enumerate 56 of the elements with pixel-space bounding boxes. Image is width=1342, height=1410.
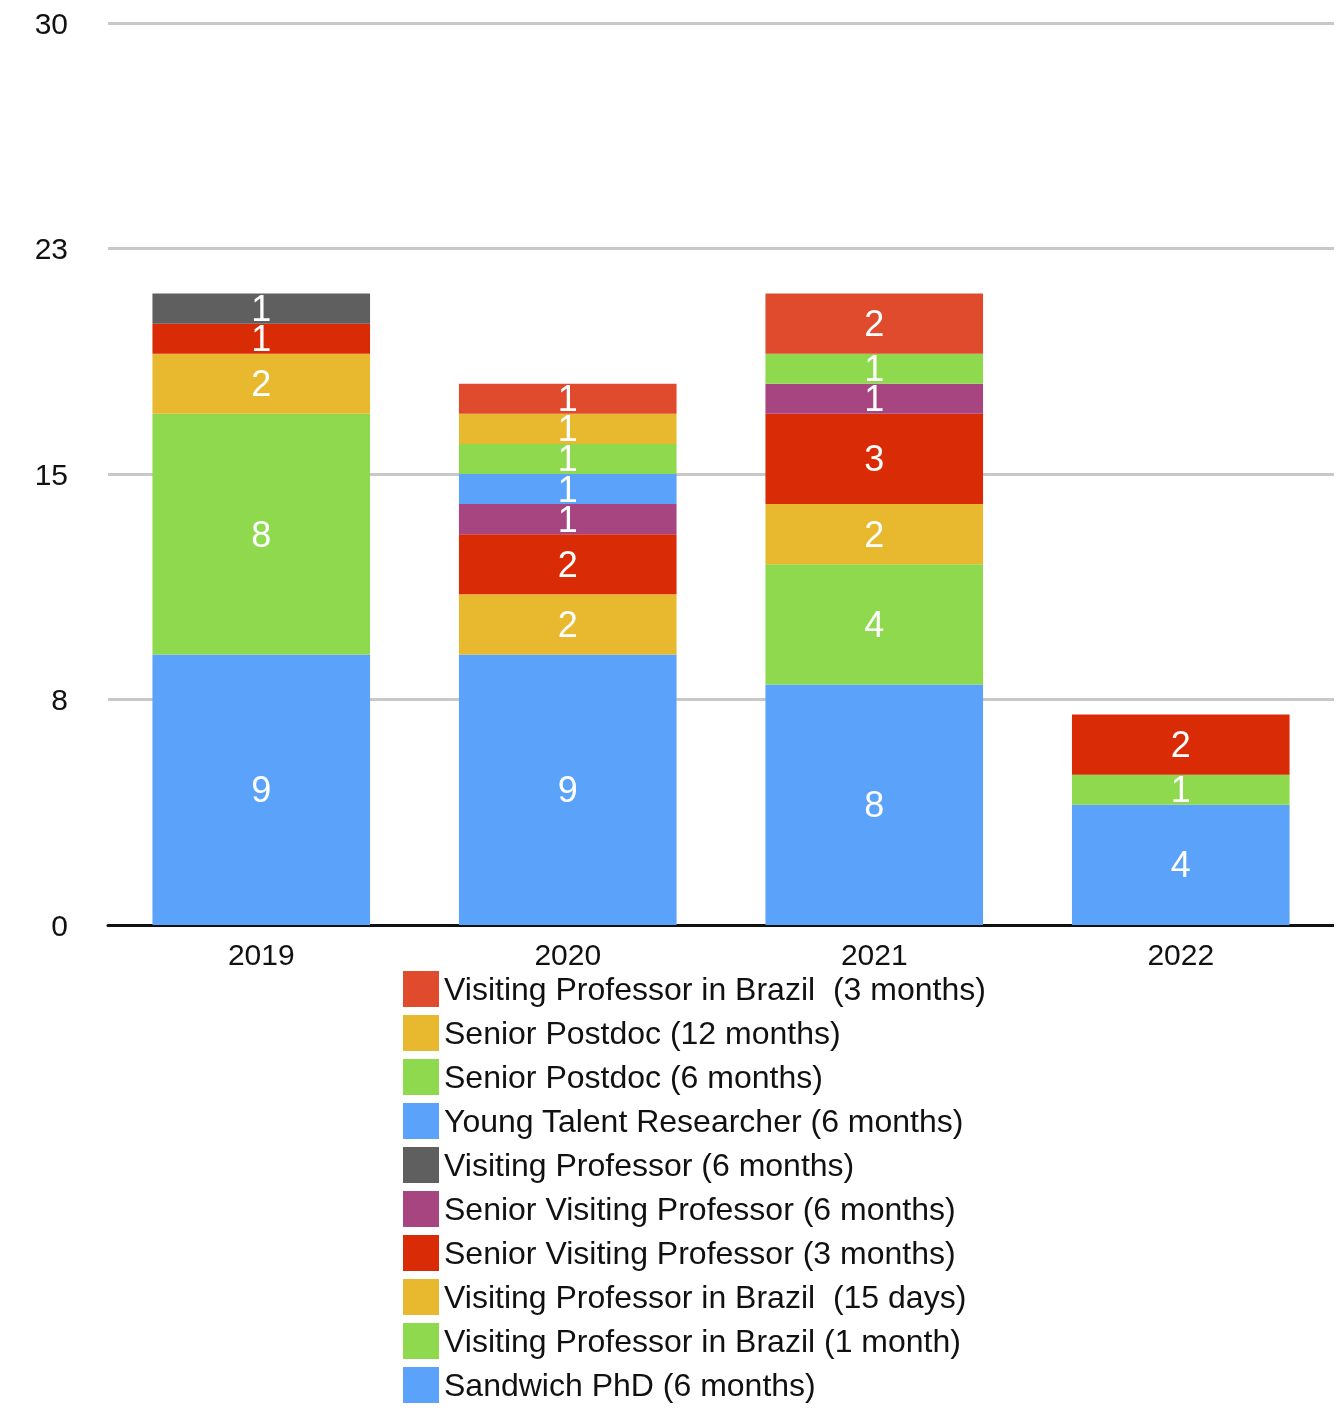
y-tick-label: 0 [51, 908, 68, 942]
data-label: 2 [1170, 724, 1191, 766]
legend-label: Senior Visiting Professor (6 months) [444, 1191, 956, 1227]
data-label: 1 [1170, 769, 1191, 811]
bar [152, 323, 371, 354]
bar [458, 534, 677, 595]
bar [765, 564, 984, 685]
bar [765, 353, 984, 384]
x-tick-label: 2022 [1147, 937, 1215, 971]
legend-label: Visiting Professor in Brazil (1 month) [444, 1323, 961, 1359]
legend-label: Senior Postdoc (6 months) [444, 1059, 823, 1095]
x-tick-label: 2020 [534, 937, 602, 971]
bar [765, 413, 984, 505]
data-label: 2 [864, 513, 885, 555]
bar [765, 383, 984, 414]
bar [458, 383, 677, 414]
bar [458, 594, 677, 655]
bar [152, 413, 371, 655]
data-label: 2 [864, 303, 885, 345]
data-label: 8 [251, 513, 272, 555]
legend-label: Senior Postdoc (12 months) [444, 1015, 841, 1051]
bar [1071, 714, 1290, 775]
y-tick-label: 23 [34, 232, 68, 265]
bar [1071, 774, 1290, 805]
legend-label: Visiting Professor in Brazil (3 months) [444, 971, 986, 1007]
y-tick-label: 30 [34, 6, 68, 40]
bar [152, 353, 371, 414]
data-label: 4 [1170, 844, 1191, 886]
bar [765, 684, 984, 925]
bar [458, 474, 677, 505]
bar [458, 413, 677, 444]
data-label: 9 [251, 769, 272, 811]
legend-label: Visiting Professor in Brazil (15 days) [444, 1279, 967, 1315]
bar [458, 443, 677, 474]
data-label: 2 [557, 543, 578, 585]
bar [152, 654, 371, 925]
data-label: 9 [557, 769, 578, 811]
bar [1071, 804, 1290, 925]
x-tick-label: 2021 [840, 937, 908, 971]
y-tick-label: 8 [51, 683, 68, 716]
legend-label: Young Talent Researcher (6 months) [444, 1103, 964, 1139]
legend-label: Visiting Professor (6 months) [444, 1147, 855, 1183]
y-tick-label: 15 [34, 457, 68, 491]
data-label: 8 [864, 784, 885, 826]
bar [765, 504, 984, 565]
data-label: 4 [864, 603, 885, 645]
bar [765, 293, 984, 354]
x-tick-label: 2019 [227, 937, 295, 971]
bar [458, 654, 677, 925]
data-label: 2 [251, 363, 272, 405]
legend-label: Sandwich PhD (6 months) [444, 1367, 816, 1403]
bar [458, 504, 677, 535]
data-label: 3 [864, 438, 885, 480]
bar [152, 293, 371, 324]
legend-label: Senior Visiting Professor (3 months) [444, 1235, 956, 1271]
data-label: 2 [557, 603, 578, 645]
